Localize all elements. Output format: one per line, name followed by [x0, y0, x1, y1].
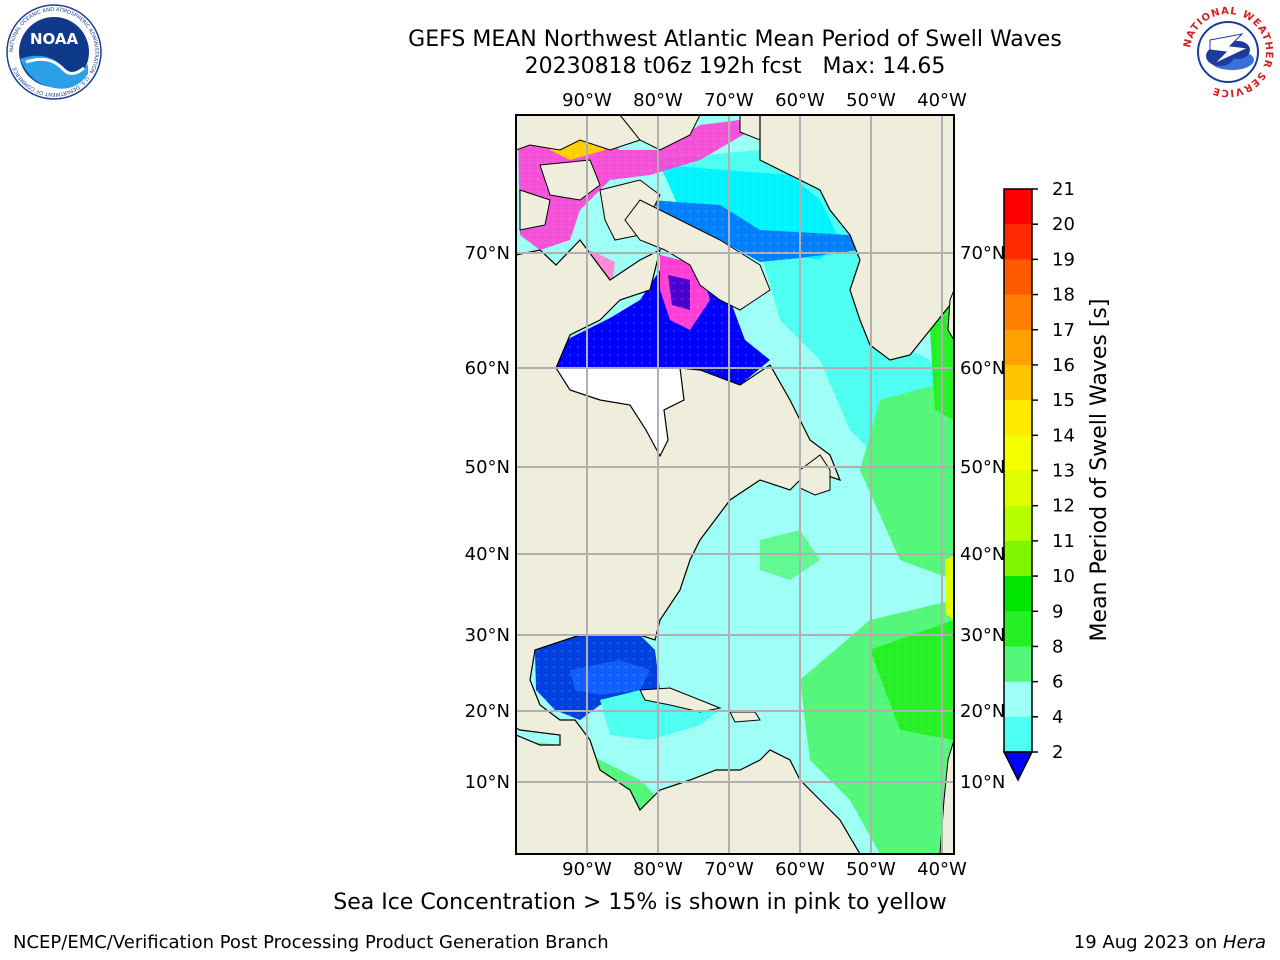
lat-label: 70°N — [465, 243, 510, 264]
sea-ice-caption: Sea Ice Concentration > 15% is shown in … — [333, 890, 947, 915]
baffin-island — [624, 199, 771, 311]
colorbar-extend-arrow — [1002, 751, 1034, 782]
lat-label: 40°N — [465, 544, 510, 565]
greenland — [759, 115, 954, 361]
footer-date-text: 19 Aug 2023 on — [1073, 932, 1223, 953]
colorbar-tick-label: 21 — [1052, 179, 1075, 200]
nws-logo: NATIONAL WEATHER SERVICE — [1180, 4, 1276, 104]
lat-label: 10°N — [960, 772, 1005, 793]
lon-label: 80°W — [633, 859, 683, 880]
map-frame — [515, 114, 955, 855]
lat-label: 20°N — [465, 701, 510, 722]
lon-label: 40°W — [917, 859, 967, 880]
graticule — [516, 115, 954, 854]
lat-label: 30°N — [465, 625, 510, 646]
colorbar-tick-label: 2 — [1052, 742, 1063, 763]
footer-host: Hera — [1222, 932, 1266, 953]
lat-labels-right: 70°N 60°N 50°N 40°N 30°N 20°N 10°N — [960, 243, 1005, 793]
lat-label: 20°N — [960, 701, 1005, 722]
lon-label: 70°W — [704, 90, 754, 111]
colorbar-tick-label: 9 — [1052, 601, 1063, 622]
noaa-logo-text: NOAA — [30, 30, 79, 48]
lon-label: 50°W — [846, 859, 896, 880]
lon-label: 90°W — [562, 859, 612, 880]
colorbar-segment — [1004, 681, 1032, 718]
colorbar-segment — [1004, 540, 1032, 577]
colorbar-tick-label: 13 — [1052, 461, 1075, 482]
map-area — [516, 115, 954, 854]
lat-label: 60°N — [465, 358, 510, 379]
colorbar-segment — [1004, 505, 1032, 542]
lon-label: 60°W — [775, 90, 825, 111]
lon-label: 40°W — [917, 90, 967, 111]
colorbar-segment — [1004, 646, 1032, 683]
footer-date: 19 Aug 2023 on Hera — [1074, 932, 1266, 953]
noaa-logo: NOAA NATIONAL OCEANIC AND ATMOSPHERIC AD… — [6, 4, 102, 104]
lon-labels-bottom: 90°W 80°W 70°W 60°W 50°W 40°W — [562, 859, 967, 880]
lat-label: 70°N — [960, 243, 1005, 264]
lat-label: 30°N — [960, 625, 1005, 646]
lat-labels-left: 70°N 60°N 50°N 40°N 30°N 20°N 10°N — [465, 243, 510, 793]
colorbar-tick-label: 14 — [1052, 425, 1075, 446]
lat-label: 50°N — [465, 457, 510, 478]
lon-label: 50°W — [846, 90, 896, 111]
colorbar-tick-label: 15 — [1052, 390, 1075, 411]
colorbar-segment — [1004, 364, 1032, 401]
colorbar-segment — [1004, 470, 1032, 507]
lon-label: 80°W — [633, 90, 683, 111]
colorbar: 21 20 19 18 17 16 15 14 13 12 11 10 9 8 6 4 2 Mean Perio… — [1002, 179, 1112, 782]
chart-subtitle: 20230818 t06z 192h fcst Max: 14.65 — [524, 54, 946, 79]
colorbar-segment — [1004, 576, 1032, 612]
colorbar-tick-label: 12 — [1052, 496, 1075, 517]
colorbar-tick-label: 8 — [1052, 636, 1063, 657]
colorbar-tick-label: 4 — [1052, 707, 1063, 728]
colorbar-segment — [1004, 259, 1032, 296]
lat-label: 10°N — [465, 772, 510, 793]
lon-label: 70°W — [704, 859, 754, 880]
lat-label: 50°N — [960, 457, 1005, 478]
colorbar-segment — [1004, 400, 1032, 436]
lon-labels-top: 90°W 80°W 70°W 60°W 50°W 40°W — [562, 90, 967, 111]
colorbar-tick-label: 20 — [1052, 214, 1075, 235]
colorbar-label: Mean Period of Swell Waves [s] — [1087, 299, 1112, 642]
colorbar-segment — [1004, 329, 1032, 366]
lat-label: 60°N — [960, 358, 1005, 379]
colorbar-tick-label: 16 — [1052, 355, 1075, 376]
colorbar-tick-label: 17 — [1052, 320, 1075, 341]
colorbar-segment — [1004, 294, 1032, 331]
colorbar-tick-label: 10 — [1052, 566, 1075, 587]
colorbar-tick-label: 19 — [1052, 249, 1075, 270]
lon-label: 60°W — [775, 859, 825, 880]
colorbar-tick-label: 11 — [1052, 531, 1075, 552]
chart-title: GEFS MEAN Northwest Atlantic Mean Period… — [408, 27, 1062, 52]
colorbar-segment — [1004, 189, 1032, 225]
lat-label: 40°N — [960, 544, 1005, 565]
colorbar-segment — [1004, 224, 1032, 260]
colorbar-segment — [1004, 716, 1032, 753]
colorbar-tick-label: 6 — [1052, 672, 1063, 693]
colorbar-tick-label: 18 — [1052, 285, 1075, 306]
colorbar-segment — [1004, 611, 1032, 647]
lon-label: 90°W — [562, 90, 612, 111]
colorbar-segment — [1004, 435, 1032, 471]
footer-branch: NCEP/EMC/Verification Post Processing Pr… — [13, 932, 609, 953]
